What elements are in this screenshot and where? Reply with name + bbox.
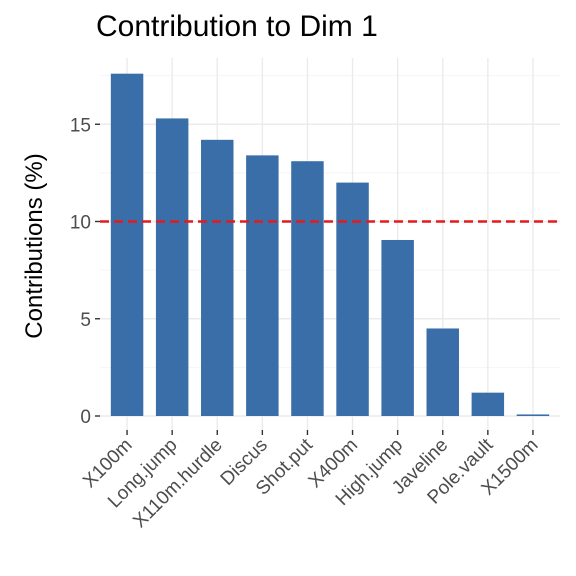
y-axis: 0 5 10 15 (70, 115, 100, 428)
bar-x110m-hurdle (201, 139, 234, 416)
bar-discus (246, 155, 279, 416)
bars (110, 73, 550, 417)
y-tick-label: 10 (70, 213, 91, 234)
bar-x400m (336, 182, 369, 416)
y-tick-label: 0 (80, 407, 91, 428)
bar-shot-put (291, 161, 324, 416)
bar-pole-vault (471, 392, 505, 416)
bar-x100m (110, 73, 144, 417)
bar-high-jump (381, 239, 414, 416)
y-axis-title: Contributions (%) (21, 153, 48, 338)
bar-javeline (426, 328, 459, 416)
y-tick-label: 15 (70, 115, 91, 136)
y-tick-label: 5 (80, 310, 91, 331)
bar-long-jump (155, 118, 189, 416)
x-axis: X100mLong.jumpX110m.hurdleDiscusShot.put… (79, 430, 542, 532)
bar-x1500m (516, 414, 550, 416)
chart-title: Contribution to Dim 1 (96, 10, 378, 43)
